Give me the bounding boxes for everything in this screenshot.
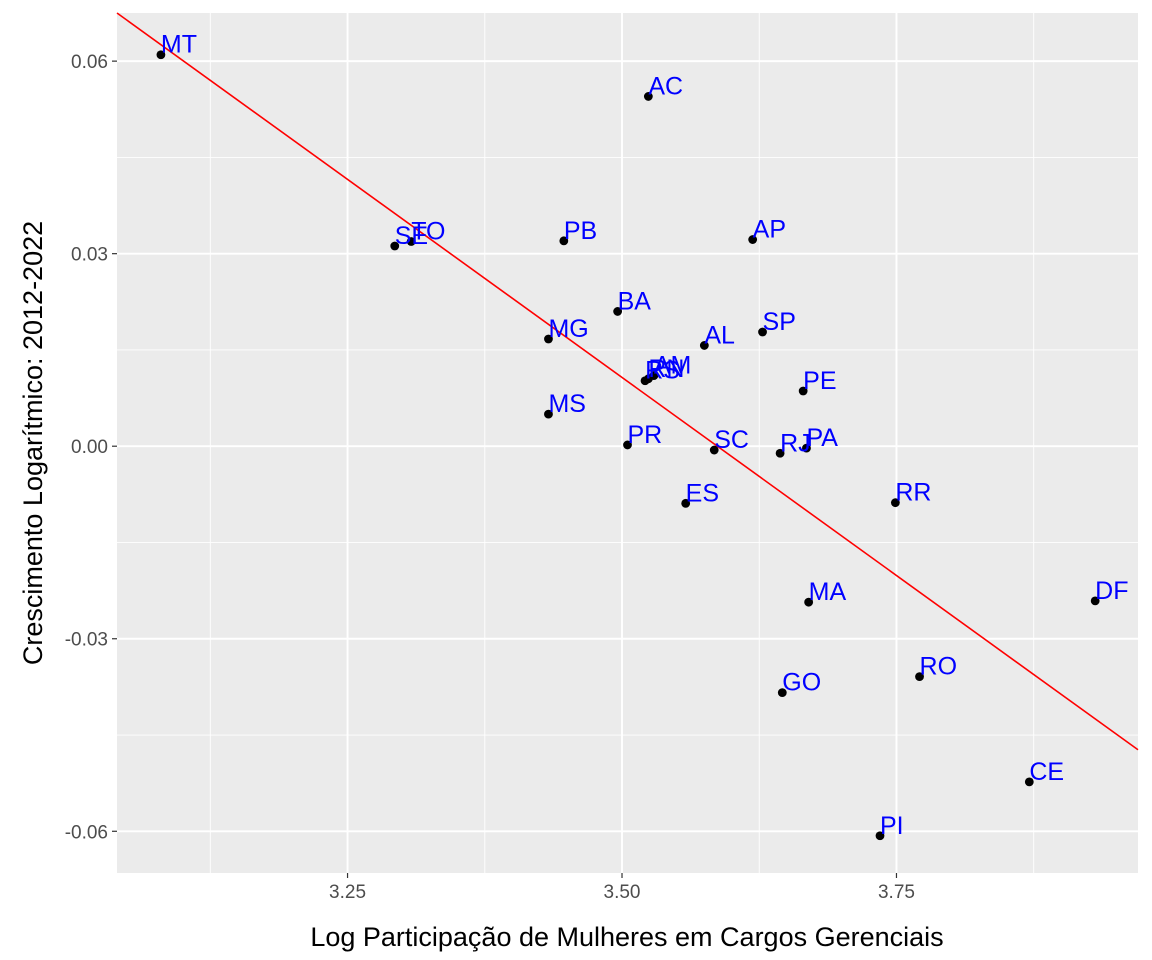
data-point-pa (802, 443, 811, 453)
y-tick-label: 0.06 (71, 52, 108, 73)
tick-labels: 3.25 3.50 3.75 -0.06 -0.03 0.00 0.03 0.06 (65, 52, 915, 903)
data-point-sp (758, 327, 767, 337)
point-label-ms: MS (548, 390, 586, 418)
data-point-ms (544, 409, 553, 419)
data-point-to (406, 237, 416, 246)
point-label-am: AM (654, 352, 692, 380)
data-point-pi (875, 831, 885, 841)
point-label-rj: RJ (780, 429, 811, 457)
point-label-pi: PI (880, 812, 904, 840)
point-label-se: SE (395, 222, 428, 250)
data-point-se (390, 241, 400, 251)
point-label-ap: AP (753, 216, 786, 244)
x-tick-label: 3.25 (329, 882, 366, 903)
trend-line (116, 12, 1139, 751)
point-label-al: AL (704, 321, 735, 349)
x-axis-title: Log Participação de Mulheres em Cargos G… (310, 922, 943, 952)
point-label-df: DF (1095, 577, 1128, 605)
data-point-pe (798, 386, 808, 396)
point-label-to: TO (411, 217, 445, 245)
data-point-ro (915, 672, 924, 682)
data-point-mg (544, 334, 553, 344)
data-point-am (649, 371, 659, 381)
data-point-df (1090, 596, 1100, 606)
y-tick-label: 0.03 (71, 245, 108, 266)
x-tick-label: 3.75 (878, 882, 915, 903)
point-label-mg: MG (548, 315, 588, 343)
data-point-ap (748, 235, 758, 244)
data-point-rj (775, 448, 785, 458)
point-label-sc: SC (714, 426, 749, 454)
point-label-ac: AC (648, 72, 683, 100)
point-label-rr: RR (895, 479, 931, 507)
y-tick-label: -0.06 (65, 822, 108, 843)
data-point-sc (709, 445, 719, 455)
point-label-sp: SP (763, 308, 796, 336)
data-point-pr (623, 440, 632, 450)
point-label-go: GO (782, 669, 821, 697)
point-label-es: ES (686, 479, 719, 507)
data-point-al (699, 341, 709, 350)
data-point-ac (643, 92, 653, 101)
data-point-ma (804, 597, 814, 607)
trend-line-group (116, 12, 1139, 751)
data-point-mt (156, 50, 166, 60)
point-label-rs: RS (645, 357, 680, 385)
point-label-pe: PE (803, 367, 836, 395)
y-axis-title: Crescimento Logarítmico: 2012-2022 (18, 221, 48, 665)
point-label-mt: MT (161, 31, 197, 59)
point-label-pb: PB (564, 217, 597, 245)
data-point-rr (890, 498, 900, 508)
data-point-es (681, 498, 691, 508)
point-label-ro: RO (920, 653, 958, 681)
point-label-ba: BA (618, 287, 652, 315)
data-point-ba (613, 307, 623, 316)
data-point-go (777, 688, 787, 698)
point-label-rn: RN (648, 355, 684, 383)
y-tick-label: -0.03 (65, 630, 108, 651)
data-points (156, 50, 1100, 841)
minor-gridlines (117, 13, 1138, 873)
point-label-ce: CE (1029, 758, 1064, 786)
data-point-ce (1024, 777, 1034, 787)
point-label-ma: MA (809, 578, 847, 606)
y-tick-label: 0.00 (71, 437, 108, 458)
axis-ticks (112, 60, 898, 878)
point-label-pr: PR (628, 421, 663, 449)
data-point-pb (559, 236, 569, 246)
point-label-pa: PA (806, 424, 838, 452)
x-tick-label: 3.50 (604, 882, 641, 903)
